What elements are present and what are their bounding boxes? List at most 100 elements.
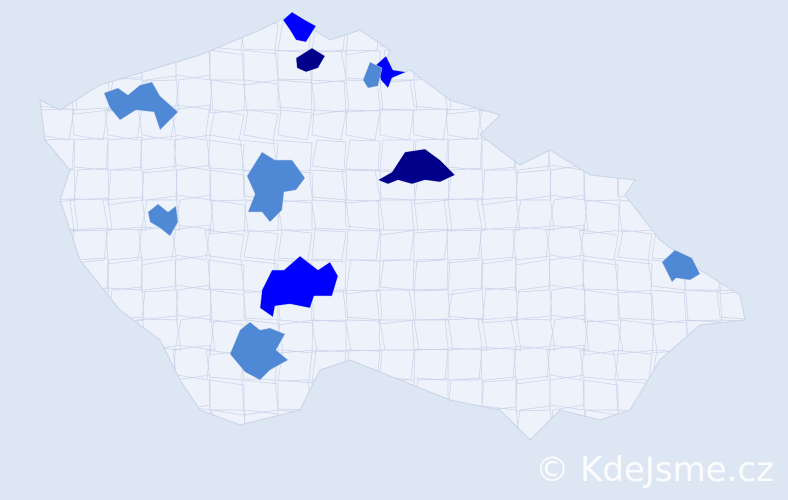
district	[583, 109, 619, 141]
district	[175, 284, 213, 321]
district	[73, 347, 109, 381]
district	[481, 256, 517, 291]
district	[477, 316, 522, 351]
district	[613, 139, 653, 172]
district	[648, 49, 687, 81]
district	[68, 407, 112, 440]
highlighted-district-level-high[interactable]	[295, 47, 326, 73]
district	[379, 19, 415, 51]
district	[311, 109, 347, 141]
district	[581, 259, 619, 291]
district	[447, 257, 483, 296]
highlighted-district-level-mid[interactable]	[282, 11, 317, 43]
district	[40, 348, 75, 381]
district	[209, 109, 245, 141]
district	[549, 194, 589, 231]
district	[719, 229, 745, 261]
district	[684, 79, 724, 116]
district	[718, 199, 745, 231]
district	[480, 16, 517, 53]
district	[548, 254, 585, 291]
district	[40, 288, 77, 321]
district	[651, 109, 687, 141]
district	[445, 107, 483, 141]
district	[515, 75, 554, 111]
district	[545, 224, 585, 261]
district	[511, 105, 551, 141]
district	[685, 199, 725, 231]
district	[685, 19, 721, 54]
district	[141, 285, 179, 321]
district	[651, 409, 690, 440]
district	[515, 285, 553, 321]
district	[515, 255, 551, 293]
district	[583, 319, 624, 356]
district	[580, 139, 619, 171]
district	[107, 136, 143, 171]
district	[719, 109, 745, 141]
district	[481, 286, 519, 324]
district	[714, 379, 745, 411]
district	[172, 15, 211, 51]
highlighted-district-level-low[interactable]	[246, 151, 306, 223]
district	[476, 196, 521, 231]
district	[447, 47, 483, 83]
district	[583, 289, 621, 323]
highlighted-district-level-high[interactable]	[377, 148, 456, 185]
district	[141, 375, 177, 412]
highlighted-district-level-mid[interactable]	[259, 255, 339, 318]
highlighted-district-level-low[interactable]	[661, 249, 701, 283]
district	[583, 199, 623, 235]
district	[413, 228, 449, 263]
highlighted-district-level-low[interactable]	[362, 61, 383, 89]
district	[447, 347, 483, 381]
district	[207, 259, 245, 291]
district	[714, 49, 745, 81]
district	[73, 17, 109, 51]
district	[277, 109, 313, 141]
district	[345, 109, 381, 141]
district	[649, 169, 688, 203]
district	[549, 314, 590, 351]
district	[340, 379, 381, 411]
district	[311, 229, 347, 261]
highlighted-district-level-low[interactable]	[103, 81, 179, 131]
district	[512, 225, 551, 266]
district	[40, 18, 75, 51]
district	[70, 317, 114, 351]
district	[682, 169, 722, 201]
district	[209, 289, 247, 323]
district	[107, 406, 146, 440]
district	[685, 349, 721, 384]
district	[719, 139, 745, 171]
district	[715, 169, 745, 204]
district	[376, 409, 418, 440]
district	[141, 405, 180, 440]
district	[515, 165, 552, 201]
district	[413, 258, 449, 292]
district	[651, 199, 691, 231]
district	[446, 227, 483, 264]
district	[681, 379, 721, 415]
district	[513, 15, 551, 55]
district	[141, 195, 181, 231]
district	[549, 284, 587, 321]
highlighted-district-level-mid[interactable]	[375, 55, 407, 89]
district	[447, 287, 485, 321]
district	[546, 15, 585, 51]
district	[578, 229, 619, 261]
highlighted-district-level-low[interactable]	[229, 321, 289, 381]
district	[579, 349, 619, 381]
district	[413, 48, 449, 81]
district	[204, 229, 245, 261]
district	[617, 409, 656, 440]
highlighted-district-level-low[interactable]	[147, 203, 179, 237]
district	[206, 139, 245, 171]
district	[412, 108, 449, 141]
district	[510, 315, 556, 351]
district	[681, 49, 721, 85]
district	[40, 258, 75, 292]
district	[102, 196, 147, 231]
district	[310, 409, 350, 440]
